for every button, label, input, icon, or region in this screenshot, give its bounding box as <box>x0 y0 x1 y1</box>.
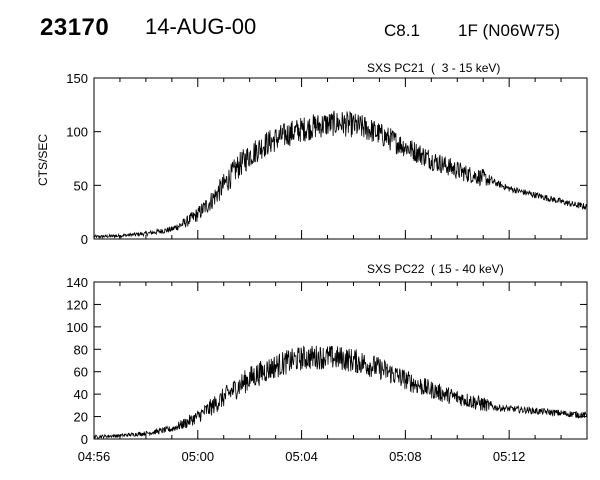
panel-pc22: SXS PC22 ( 15 - 40 keV) 0 20 40 60 80 100 120 1… <box>66 262 588 464</box>
plot-frame <box>93 77 588 240</box>
series-line <box>93 110 588 240</box>
y-ticks: 0 50 100 150 <box>66 71 587 247</box>
y-tick-label: 100 <box>66 320 88 335</box>
panel-pc21: SXS PC21 ( 3 - 15 keV) CTS/SEC 0 50 100 150 <box>36 61 588 247</box>
y-tick-label: 50 <box>74 178 88 193</box>
event-id: 23170 <box>40 14 110 41</box>
flare-location: 1F (N06W75) <box>458 21 561 40</box>
y-tick-label: 80 <box>74 342 88 357</box>
y-tick-label: 150 <box>66 71 88 86</box>
y-tick-label: 140 <box>66 275 88 290</box>
series-line <box>93 345 588 440</box>
y-tick-label: 100 <box>66 125 88 140</box>
x-ticks <box>93 78 588 239</box>
event-date: 14-AUG-00 <box>145 14 257 39</box>
y-tick-label: 120 <box>66 297 88 312</box>
panel-title: SXS PC22 ( 15 - 40 keV) <box>367 262 504 276</box>
y-tick-label: 20 <box>74 410 88 425</box>
y-tick-label: 0 <box>81 232 88 247</box>
y-tick-label: 60 <box>74 365 88 380</box>
x-ticks: 04:56 05:00 05:04 05:08 05:12 <box>78 282 588 464</box>
x-tick-label: 05:04 <box>285 449 318 464</box>
x-tick-label: 05:00 <box>182 449 215 464</box>
y-tick-label: 40 <box>74 387 88 402</box>
plot-frame <box>93 281 588 440</box>
panel-title: SXS PC21 ( 3 - 15 keV) <box>367 61 500 75</box>
x-tick-label: 05:08 <box>389 449 422 464</box>
x-tick-label: 04:56 <box>78 449 111 464</box>
y-tick-label: 0 <box>81 432 88 447</box>
flare-class: C8.1 <box>384 21 420 40</box>
y-ticks: 0 20 40 60 80 100 120 140 <box>66 275 587 447</box>
x-tick-label: 05:12 <box>493 449 526 464</box>
y-axis-label: CTS/SEC <box>36 134 50 186</box>
